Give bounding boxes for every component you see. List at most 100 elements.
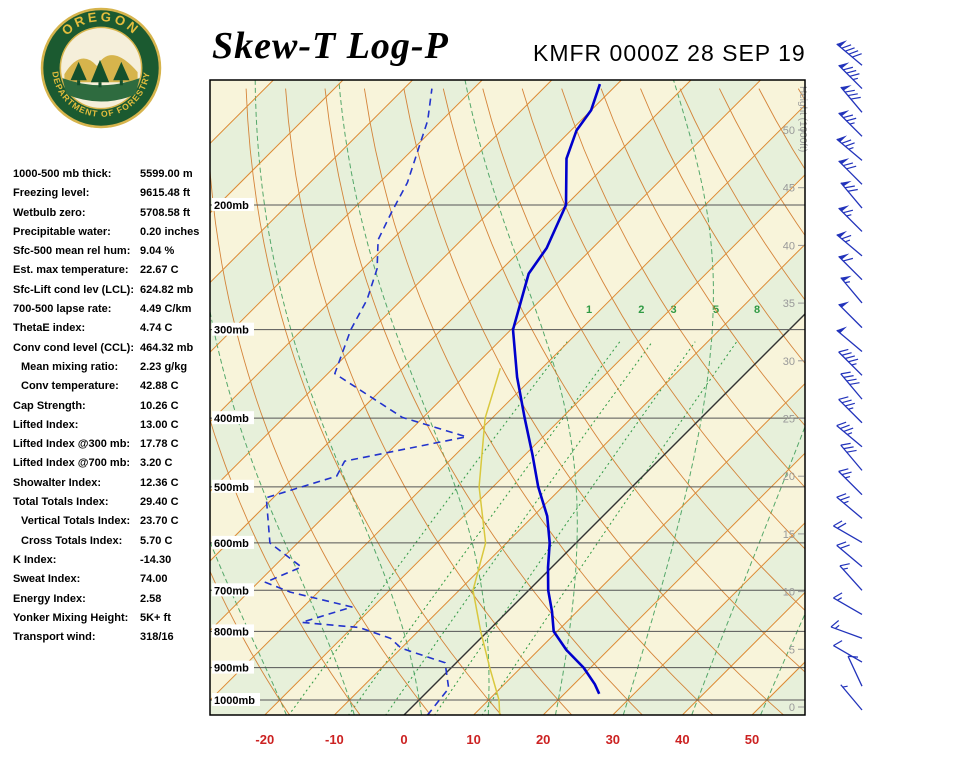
barb-pennant [838,205,850,212]
stat-value: 22.67 C [140,264,179,277]
barb-line [838,468,849,472]
stat-value: 4.49 C/km [140,303,192,316]
barb-line [833,520,843,527]
stat-label: Est. max temperature: [13,264,129,277]
wind-barb [836,541,863,568]
height-tick-label: 10 [783,587,795,599]
barb-line [841,471,852,476]
isotherm [473,382,805,715]
temp-axis-label: 30 [606,732,620,747]
moist-adiabat [760,612,805,715]
stat-label: Lifted Index @700 mb: [13,457,131,470]
barb-line [837,522,847,529]
mixing-ratio-label: 2 [638,304,644,316]
stat-row: Vertical Totals Index: 23.70 C [13,515,211,534]
stat-row: Est. max temperature: 22.67 C [13,264,211,283]
stat-value: 3.20 C [140,457,173,470]
wind-barb [833,640,863,663]
stat-row: Cross Totals Index: 5.70 C [13,535,211,554]
barb-line [846,117,857,122]
stat-label: Conv cond level (CCL): [13,341,135,354]
barb-line [838,351,863,376]
wind-barb [838,158,863,185]
barb-line [838,112,863,137]
indices-panel: 1000-500 mb thick: 5599.00 m Freezing leve… [13,168,211,650]
barb-line [838,255,863,281]
stat-label: K Index: [13,553,57,566]
barb-line [839,563,850,567]
stat-value: 318/16 [140,631,174,644]
stat-row: K Index: -14.30 [13,554,211,573]
wind-barb [836,493,863,519]
mixing-ratio-label: 8 [754,304,760,316]
barb-line [843,162,854,167]
barb-line [833,592,843,599]
moist-adiabat [254,80,422,715]
isotherm [210,80,413,284]
stat-value: 2.58 [140,592,162,605]
stat-label: Wetbulb zero: [13,206,86,219]
stat-label: ThetaE index: [13,322,86,335]
stat-label: Mean mixing ratio: [21,360,119,373]
isotherm [210,80,761,632]
isotherm [210,80,692,562]
barb-line [848,50,859,55]
barb-line [833,525,863,543]
pressure-label: 200mb [214,200,249,212]
isotherm [264,174,805,715]
wind-barb [838,205,863,232]
wind-barb [840,371,863,400]
stat-value: 4.74 C [140,322,173,335]
pressure-label: 1000mb [214,695,255,707]
pressure-label-chip [212,322,254,336]
wind-barb [836,135,863,161]
barb-line [849,382,860,386]
barb-line [836,421,847,427]
stat-label: Showalter Index: [13,476,102,489]
stat-label: Conv temperature: [21,380,119,393]
wind-barb [838,301,863,329]
isotherm [542,452,805,715]
stat-value: 5708.58 ft [140,206,191,219]
stat-row: Transport wind: 318/16 [13,631,211,650]
pressure-label-chip [212,411,254,425]
isotherm-band [210,80,805,701]
logo-trees [70,59,130,88]
stat-value: 5599.00 m [140,168,193,180]
barb-line [848,358,859,363]
barb-line [843,446,854,450]
stat-label: Sfc-500 mean rel hum: [13,245,131,258]
barb-line [838,207,863,232]
barb-line [852,77,859,81]
mixing-ratio-line [288,341,568,715]
stat-row: Showalter Index: 12.36 C [13,477,211,496]
barb-line [838,64,863,90]
barb-line [840,277,863,304]
plot-area: 1 2 3 5 8200mb300mb400mb500mb600mb700mb800mb… [210,80,805,715]
pressure-label-chip [212,479,254,493]
stat-label: Lifted Index: [13,418,79,431]
barb-line [848,407,854,410]
height-tick-label: 40 [783,240,795,252]
barb-pennant [836,230,848,238]
stat-row: Lifted Index @300 mb: 17.78 C [13,438,211,457]
barb-line [845,47,855,52]
stat-label: Transport wind: [13,631,96,644]
wind-barb [838,348,863,376]
height-tick-label: 20 [783,471,795,483]
wind-barb [830,620,863,639]
stat-row: 1000-500 mb thick: 5599.00 m [13,168,211,187]
dry-adiabat [482,88,805,612]
stat-row: Energy Index: 2.58 [13,593,211,612]
stat-value: 9.04 % [140,245,175,258]
temp-axis-label: 0 [400,732,407,747]
stat-row: Cap Strength: 10.26 C [13,400,211,419]
height-tick-label: 30 [783,356,795,368]
barb-line [841,399,852,404]
barb-line [850,96,861,100]
dry-adiabat [640,88,805,364]
barb-line [846,214,852,217]
stat-row: Mean mixing ratio: 2.23 g/kg [13,361,211,380]
pressure-label-chip [212,583,254,597]
